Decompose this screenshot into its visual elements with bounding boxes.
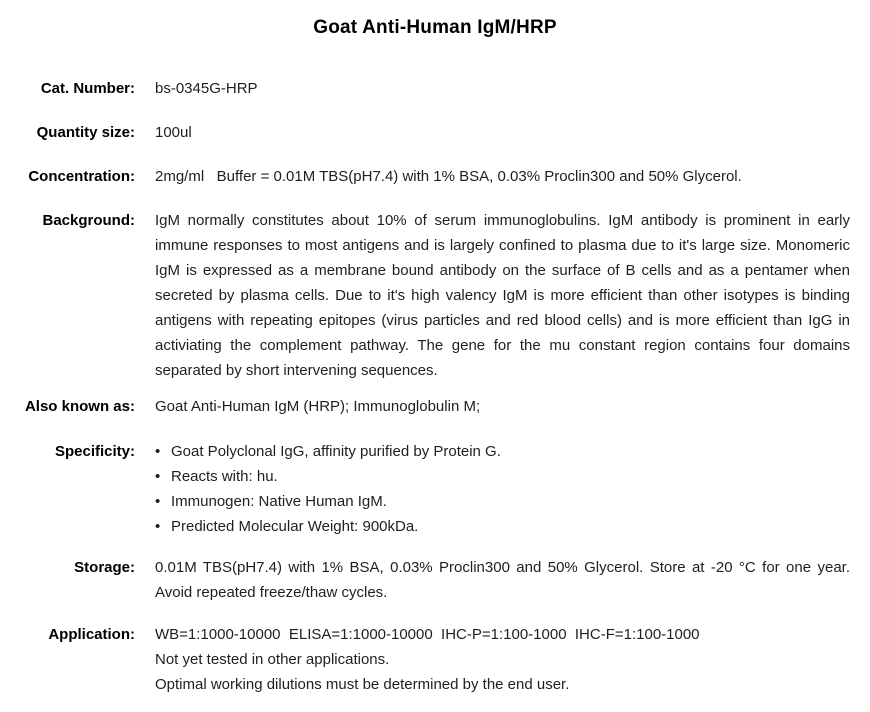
field-label-background: Background: <box>42 212 135 229</box>
field-rows: Cat. Number: bs-0345G-HRP Quantity size: 10… <box>0 76 870 697</box>
bullet-item: Reacts with: hu. <box>155 464 850 489</box>
field-row-application: Application: WB=1:1000-10000 ELISA=1:1000… <box>0 622 870 697</box>
value-line: Optimal working dilutions must be determ… <box>155 676 570 693</box>
field-row-storage: Storage: 0.01M TBS(pH7.4) with 1% BSA, 0.… <box>0 555 870 605</box>
field-row-alsoknownas: Also known as: Goat Anti-Human IgM (HRP);… <box>0 394 870 419</box>
value-line: WB=1:1000-10000 ELISA=1:1000-10000 IHC-P… <box>155 626 700 643</box>
field-label-specificity: Specificity: <box>54 443 135 460</box>
page-title: Goat Anti-Human IgM/HRP <box>313 17 557 38</box>
field-row-background: Background: IgM normally constitutes abou… <box>0 208 870 383</box>
field-row-catnumber: Cat. Number: bs-0345G-HRP <box>0 76 870 101</box>
field-value-concentration: 2mg/ml Buffer = 0.01M TBS(pH7.4) with 1%… <box>155 168 742 185</box>
field-label-quantitysize: Quantity size: <box>36 124 135 141</box>
bullet-list: Goat Polyclonal IgG, affinity purified b… <box>155 439 850 539</box>
field-row-quantitysize: Quantity size: 100ul <box>0 120 870 145</box>
field-label-storage: Storage: <box>74 559 135 576</box>
bullet-item: Goat Polyclonal IgG, affinity purified b… <box>155 439 850 464</box>
field-value-specificity: Goat Polyclonal IgG, affinity purified b… <box>155 439 850 539</box>
field-value-storage: 0.01M TBS(pH7.4) with 1% BSA, 0.03% Proc… <box>155 559 854 601</box>
field-label-concentration: Concentration: <box>28 168 135 185</box>
value-line: Not yet tested in other applications. <box>155 651 390 668</box>
field-label-application: Application: <box>48 626 135 643</box>
field-label-catnumber: Cat. Number: <box>40 80 135 97</box>
bullet-item: Predicted Molecular Weight: 900kDa. <box>155 514 850 539</box>
field-label-alsoknownas: Also known as: <box>24 398 135 415</box>
field-value-alsoknownas: Goat Anti-Human IgM (HRP); Immunoglobuli… <box>155 398 481 415</box>
bullet-item: Immunogen: Native Human IgM. <box>155 489 850 514</box>
field-row-concentration: Concentration: 2mg/ml Buffer = 0.01M TBS(… <box>0 164 870 189</box>
field-value-background: IgM normally constitutes about 10% of se… <box>155 212 855 379</box>
field-value-application: WB=1:1000-10000 ELISA=1:1000-10000 IHC-P… <box>155 622 850 697</box>
field-row-specificity: Specificity: Goat Polyclonal IgG, affinit… <box>0 439 870 539</box>
field-value-catnumber: bs-0345G-HRP <box>155 80 258 97</box>
field-value-quantitysize: 100ul <box>155 124 192 141</box>
